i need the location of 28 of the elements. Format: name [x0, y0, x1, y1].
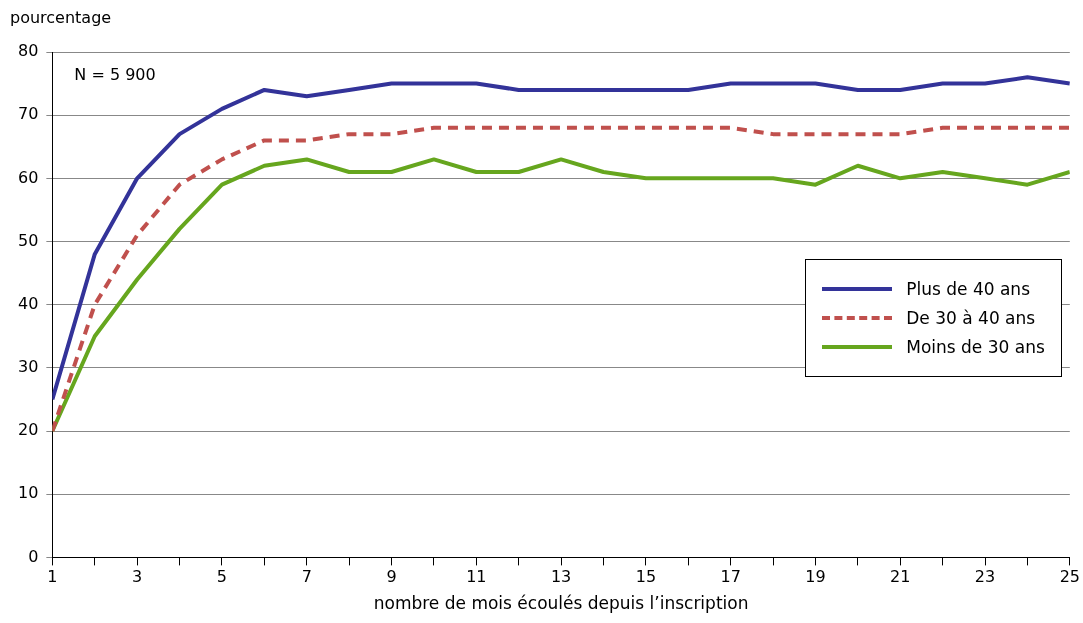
x-tick-label: 13 — [550, 567, 572, 587]
x-tick-label: 11 — [466, 567, 487, 587]
x-tick-label: 3 — [132, 567, 143, 587]
x-tick-label: 19 — [805, 567, 826, 587]
y-tick-label: 20 — [18, 420, 39, 440]
x-tick-label: 25 — [1059, 567, 1080, 587]
y-tick-label: 50 — [18, 230, 39, 250]
legend-label: Moins de 30 ans — [906, 337, 1045, 358]
x-tick-label: 7 — [301, 567, 312, 587]
y-tick-label: 30 — [18, 357, 39, 377]
y-tick-label: 0 — [28, 546, 39, 566]
x-tick-label: 23 — [974, 567, 996, 587]
x-tick-label: 1 — [47, 567, 58, 587]
y-axis-title: pourcentage — [10, 8, 112, 27]
x-tick-label: 15 — [635, 567, 657, 587]
x-tick-label: 17 — [720, 567, 741, 587]
y-tick-label: 70 — [18, 104, 39, 124]
x-tick-label: 9 — [386, 567, 397, 587]
y-tick-label: 80 — [18, 41, 39, 61]
legend-label: De 30 à 40 ans — [906, 308, 1036, 329]
annotation: N = 5 900 — [74, 65, 156, 85]
x-axis-title: nombre de mois écoulés depuis l’inscription — [373, 593, 749, 614]
x-tick-label: 21 — [890, 567, 911, 587]
y-tick-label: 60 — [18, 167, 39, 187]
y-tick-label: 40 — [18, 293, 39, 313]
x-tick-label: 5 — [216, 567, 228, 587]
y-tick-label: 10 — [18, 483, 39, 503]
legend-label: Plus de 40 ans — [906, 279, 1030, 300]
